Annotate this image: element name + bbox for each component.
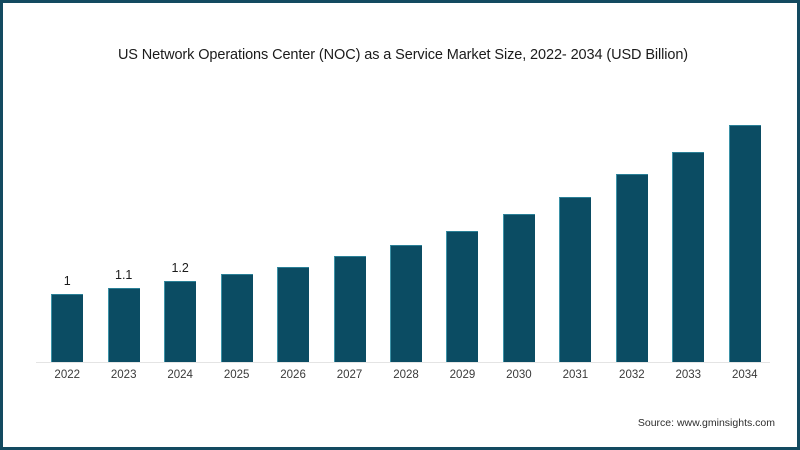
x-tick-2024: 2024: [167, 369, 193, 381]
bar-fill-2027: [333, 256, 366, 362]
bar-2033[interactable]: [672, 98, 705, 362]
bar-2034[interactable]: [728, 98, 761, 362]
bar-2025[interactable]: [220, 98, 253, 362]
bar-fill-2028: [390, 244, 422, 362]
x-tick-2034: 2034: [731, 369, 758, 381]
bar-2023[interactable]: 1.1: [107, 98, 140, 362]
bar-fill-2034: [728, 125, 761, 362]
bar-value-label-2024: 1.2: [171, 260, 189, 275]
bar-2026[interactable]: [277, 98, 310, 362]
source-note: Source: www.gminsights.com: [637, 417, 775, 429]
x-axis-line: [36, 362, 770, 363]
bar-2031[interactable]: [559, 98, 592, 362]
bar-2028[interactable]: [390, 98, 422, 362]
bar-2029[interactable]: [446, 98, 479, 362]
bar-fill-2030: [502, 214, 535, 362]
bar-fill-2023: [107, 287, 140, 362]
bar-fill-2029: [446, 230, 479, 362]
chart-title: US Network Operations Center (NOC) as a …: [117, 47, 689, 63]
bar-fill-2024: [164, 280, 197, 362]
x-tick-2022: 2022: [54, 369, 81, 381]
bar-2022[interactable]: 1: [51, 98, 84, 362]
x-tick-2030: 2030: [506, 369, 532, 381]
x-tick-2031: 2031: [562, 369, 589, 381]
bar-fill-2031: [559, 196, 592, 362]
bar-fill-2025: [220, 274, 253, 362]
x-tick-2025: 2025: [223, 369, 250, 381]
x-tick-2023: 2023: [110, 369, 137, 381]
bar-fill-2032: [615, 173, 648, 362]
bar-2032[interactable]: [615, 98, 648, 362]
x-tick-2032: 2032: [619, 369, 645, 381]
x-tick-2033: 2033: [675, 369, 702, 381]
x-tick-2026: 2026: [280, 369, 306, 381]
bar-value-label-2023: 1.1: [114, 267, 133, 282]
bar-2024[interactable]: 1.2: [164, 98, 197, 362]
x-tick-2028: 2028: [393, 369, 419, 381]
x-tick-2029: 2029: [449, 369, 476, 381]
x-tick-2027: 2027: [336, 369, 363, 381]
bar-fill-2026: [277, 267, 310, 362]
bar-2030[interactable]: [502, 98, 535, 362]
bar-fill-2033: [672, 152, 705, 362]
bar-2027[interactable]: [333, 98, 366, 362]
x-axis-tick-labels: 2022 2023 2024 2025 2026 2027 2028 2029 2030 2031…: [36, 369, 770, 389]
bar-value-label-2022: 1: [63, 274, 71, 289]
bar-fill-2022: [51, 294, 84, 362]
plot-area: 1 1.1 1.2: [36, 98, 770, 363]
